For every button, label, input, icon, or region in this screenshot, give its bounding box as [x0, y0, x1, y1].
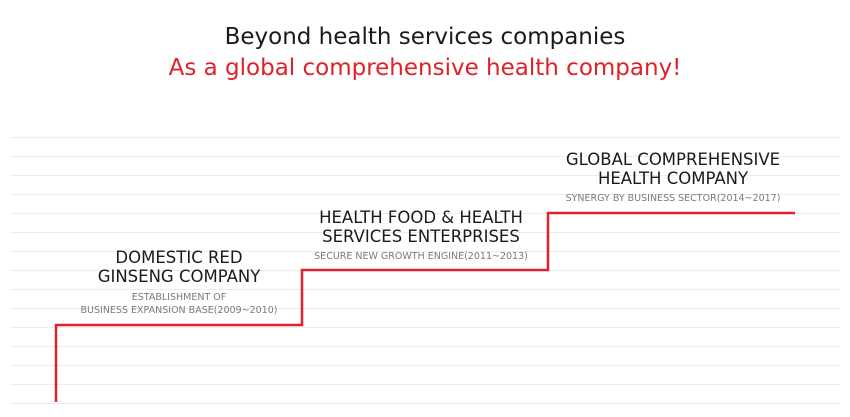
grid-line — [10, 213, 840, 214]
stage-title-line: HEALTH FOOD & HEALTH — [319, 208, 523, 227]
headline-primary: Beyond health services companies — [224, 24, 626, 50]
stage-global-comprehensive-health: GLOBAL COMPREHENSIVE HEALTH COMPANY SYNE… — [546, 150, 800, 205]
stage-title-line: HEALTH COMPANY — [597, 169, 749, 188]
grid-line — [10, 289, 840, 290]
stage-subtitle-line: BUSINESS EXPANSION BASE(2009~2010) — [80, 305, 278, 316]
grid-line — [10, 365, 840, 366]
grid-line — [10, 175, 840, 176]
grid-line — [10, 194, 840, 195]
stage-health-food-services: HEALTH FOOD & HEALTH SERVICES ENTERPRISE… — [298, 208, 544, 263]
grid-line — [10, 346, 840, 347]
stage-title-line: DOMESTIC RED — [115, 248, 243, 267]
grid-line — [10, 327, 840, 328]
stage-subtitle-line: SYNERGY BY BUSINESS SECTOR(2014~2017) — [565, 193, 781, 204]
grid-line — [10, 403, 840, 404]
stage-subtitle-line: ESTABLISHMENT OF — [131, 292, 227, 303]
stage-title-line: SERVICES ENTERPRISES — [322, 227, 520, 246]
grid-line — [10, 384, 840, 385]
stage-subtitle-line: SECURE NEW GROWTH ENGINE(2011~2013) — [314, 251, 528, 262]
stage-title-line: GINSENG COMPANY — [97, 267, 261, 286]
stage-title-line: GLOBAL COMPREHENSIVE — [565, 150, 781, 169]
grid-line — [10, 251, 840, 252]
headline-secondary: As a global comprehensive health company… — [168, 55, 682, 81]
grid-line — [10, 137, 840, 138]
grid-line — [10, 156, 840, 157]
stage-domestic-red-ginseng: DOMESTIC RED GINSENG COMPANY ESTABLISHME… — [60, 248, 298, 317]
grid-line — [10, 308, 840, 309]
staircase-path — [54, 211, 795, 402]
grid-line — [10, 232, 840, 233]
